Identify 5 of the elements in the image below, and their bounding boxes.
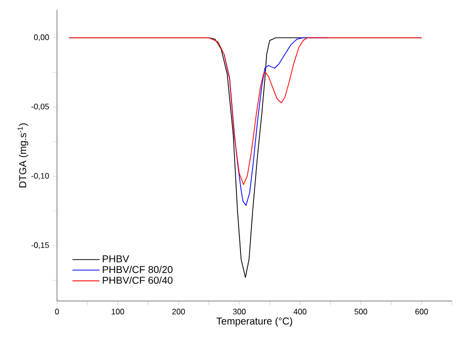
x-axis-title: Temperature (°C) [216, 317, 292, 327]
legend-label: PHBV/CF 80/20 [102, 266, 173, 274]
legend-label: PHBV [102, 255, 130, 262]
legend-label: PHBV/CF 60/40 [102, 276, 173, 284]
y-axis-title: DTGA (mg.s$^{-1}$) [18, 123, 28, 188]
